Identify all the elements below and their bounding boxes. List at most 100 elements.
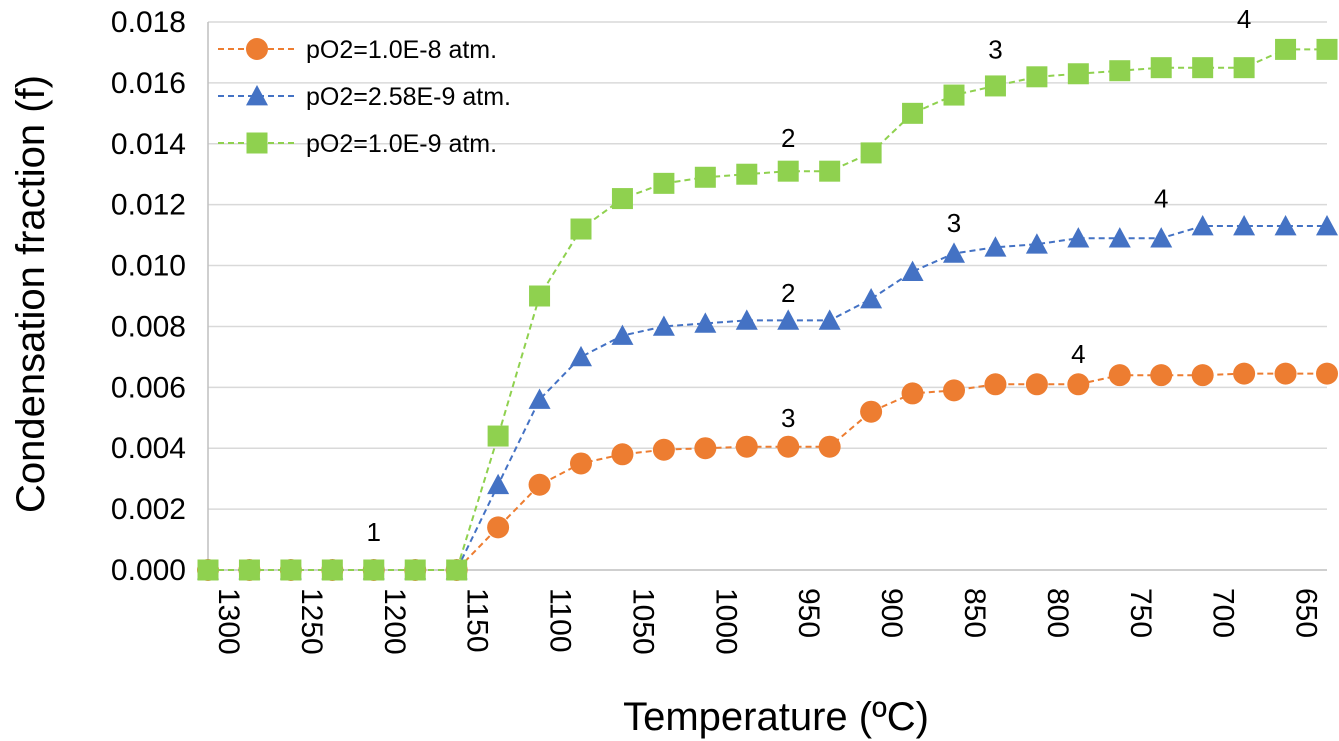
series-circle [197, 362, 1338, 581]
data-point [694, 312, 717, 333]
x-tick-labels: 1300 1250 1200 1150 1100 1050 1000 950 900 850 800… [212, 588, 1323, 655]
data-point [652, 315, 675, 336]
data-point [611, 443, 634, 466]
data-point [694, 437, 717, 460]
data-point [1274, 362, 1297, 385]
data-point [570, 452, 592, 475]
data-point [902, 102, 924, 124]
x-tick-label: 900 [875, 588, 908, 638]
data-point [1025, 373, 1048, 396]
y-tick-label: 0.014 [111, 128, 186, 161]
data-point [818, 309, 841, 330]
data-point [611, 324, 634, 345]
series-line [208, 372, 1327, 571]
data-point [446, 559, 468, 581]
series-group [197, 38, 1338, 581]
x-tick-label: 1100 [544, 588, 577, 653]
data-point [487, 516, 510, 539]
data-point [777, 309, 800, 330]
data-point [1026, 66, 1048, 88]
axes [207, 22, 1327, 571]
annotation-label: 4 [1154, 184, 1168, 214]
data-point [1233, 214, 1256, 236]
data-point [363, 559, 385, 581]
data-point [735, 435, 758, 458]
legend-label: pO2=2.58E-9 atm. [306, 83, 511, 111]
data-point [487, 473, 510, 495]
x-tick-label: 1300 [212, 588, 245, 655]
legend-entry: pO2=2.58E-9 atm. [218, 83, 511, 111]
data-point [529, 285, 551, 307]
data-point [404, 559, 426, 581]
annotation-label: 3 [781, 403, 795, 433]
data-point [901, 260, 924, 281]
data-point [238, 559, 260, 581]
annotation-label: 2 [781, 123, 795, 153]
legend-entry: pO2=1.0E-8 atm. [218, 36, 497, 64]
annotation-label: 3 [947, 208, 961, 238]
data-point [528, 388, 551, 409]
y-tick-label: 0.006 [111, 371, 186, 404]
data-point [694, 166, 716, 188]
annotation-label: 1 [367, 517, 381, 547]
y-tick-label: 0.002 [111, 493, 186, 526]
y-tick-label: 0.004 [111, 432, 186, 465]
data-point [1109, 60, 1131, 82]
x-tick-label: 750 [1124, 588, 1157, 638]
y-tick-labels: 0.000 0.002 0.004 0.006 0.008 0.010 0.012 0.014… [111, 6, 186, 587]
data-point [984, 75, 1006, 97]
grid-lines [208, 21, 1327, 510]
data-point [321, 559, 343, 581]
x-tick-label: 1200 [378, 588, 411, 655]
y-tick-label: 0.010 [111, 250, 186, 283]
data-point [984, 236, 1007, 257]
x-tick-label: 850 [958, 588, 991, 638]
data-point [1025, 233, 1048, 254]
data-point [197, 559, 219, 581]
data-point [653, 172, 675, 194]
data-point [1108, 364, 1131, 387]
y-axis-title: Condensation fraction (f) [9, 75, 53, 513]
data-point [1191, 214, 1214, 236]
annotation-label: 4 [1237, 4, 1251, 34]
y-tick-label: 0.008 [111, 310, 186, 343]
x-tick-label: 1000 [709, 588, 742, 655]
annotations: 1 3 4 2 3 4 2 3 4 [367, 4, 1252, 547]
legend-label: pO2=1.0E-8 atm. [306, 36, 497, 64]
data-point [1150, 364, 1173, 387]
x-tick-label: 950 [792, 588, 825, 638]
data-point [652, 438, 675, 461]
data-point [777, 435, 800, 458]
data-point [528, 473, 551, 496]
legend: pO2=1.0E-8 atm. pO2=2.58E-9 atm. pO2=1.0E-… [218, 36, 511, 158]
data-point [818, 435, 841, 458]
data-point [1108, 227, 1131, 248]
data-point [1150, 57, 1172, 79]
series-line [208, 48, 1327, 571]
data-point [1316, 38, 1338, 60]
data-point [901, 382, 924, 405]
data-point [777, 160, 799, 182]
data-point [943, 242, 965, 263]
legend-marker [246, 132, 268, 154]
data-point [1067, 63, 1089, 85]
data-point [280, 559, 302, 581]
data-point [487, 425, 509, 447]
data-point [736, 163, 758, 185]
series-square [197, 38, 1338, 581]
x-tick-label: 1050 [626, 588, 659, 655]
data-point [1233, 57, 1255, 79]
annotation-label: 2 [781, 278, 795, 308]
legend-marker [246, 38, 268, 60]
data-point [735, 309, 758, 330]
data-point [860, 288, 883, 309]
data-point [1275, 38, 1297, 60]
data-point [1274, 214, 1297, 236]
x-tick-label: 700 [1207, 588, 1240, 638]
data-point [1067, 373, 1090, 396]
data-point [860, 142, 882, 164]
y-tick-label: 0.012 [111, 189, 186, 222]
data-point [570, 345, 592, 367]
data-point [1233, 362, 1256, 385]
